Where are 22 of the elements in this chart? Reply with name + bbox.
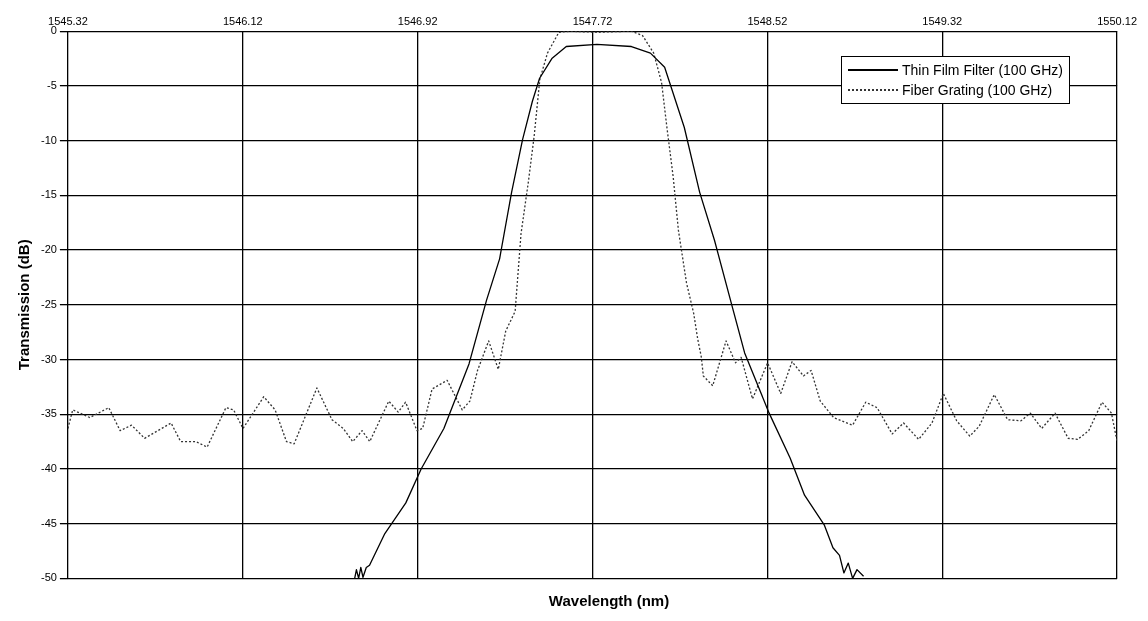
y-tick-label: -20	[40, 243, 57, 256]
y-tick-label: -5	[47, 78, 57, 91]
y-tick-label: -35	[40, 407, 57, 420]
x-axis-title: Wavelength (nm)	[547, 592, 671, 609]
y-tick-label: -50	[40, 571, 57, 584]
x-tick-label: 1547.72	[572, 14, 613, 27]
y-tick-label: -40	[40, 461, 57, 474]
legend-label: Thin Film Filter (100 GHz)	[901, 61, 1063, 80]
x-tick-label: 1546.12	[222, 14, 263, 27]
legend-label: Fiber Grating (100 GHz)	[901, 81, 1053, 100]
y-tick-label: -45	[40, 516, 57, 529]
y-tick-label: -15	[40, 188, 57, 201]
x-tick-label: 1550.12	[1097, 14, 1137, 27]
x-tick-label: 1549.32	[922, 14, 963, 27]
y-axis-title: Transmission (dB)	[15, 239, 33, 371]
x-tick-label: 1548.52	[747, 14, 788, 27]
y-tick-label: -10	[40, 133, 57, 146]
y-tick-label: -25	[40, 297, 57, 310]
x-tick-label: 1545.32	[48, 14, 88, 27]
y-tick-label: -30	[40, 352, 57, 365]
y-tick-label: 0	[50, 24, 57, 37]
x-tick-label: 1546.92	[397, 14, 438, 27]
